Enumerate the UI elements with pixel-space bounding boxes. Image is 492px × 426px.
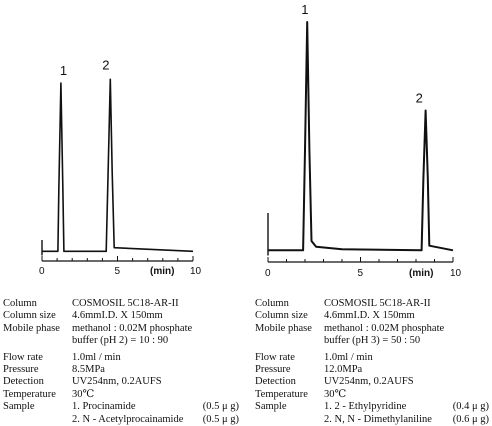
condition-label: Pressure [3,364,39,376]
condition-value: UV254nm, 0.2AUFS [324,376,414,388]
x-tick-label-10: 10 [190,266,202,277]
condition-label [255,335,324,347]
condition-label: Temperature [3,388,56,400]
condition-row: Pressure 12.0MPa [255,364,489,376]
sample-amount: (0.5 μ g) [202,413,239,425]
condition-label: Detection [3,376,44,388]
condition-row: Column COSMOSIL 5C18-AR-II [3,298,239,310]
sample-name: 2. N - Acetylprocainamide [72,413,184,425]
condition-value: 1.0ml / min [72,351,121,363]
peak-label-1: 1 [301,2,308,17]
x-tick-label-0: 0 [39,266,45,277]
sample-label: Sample [3,401,35,413]
sample-item: 1. 2 - Ethylpyridine (0.4 μ g) [324,401,489,413]
condition-row: Flow rate 1.0ml / min [255,352,489,364]
sample-name: 2. N, N - Dimethylaniline [324,413,432,425]
chromatogram-right-svg: 1 2 0 5 10 (min) [265,2,462,279]
condition-label: Detection [255,376,296,388]
condition-value: UV254nm, 0.2AUFS [72,376,162,388]
condition-row: Flow rate 1.0ml / min [3,352,239,364]
condition-label: Mobile phase [255,322,312,334]
condition-row: Column size 4.6mmI.D. X 150mm [3,310,239,322]
condition-row: buffer (pH 2) = 10 : 90 [3,335,239,347]
chromatogram-left: 1 2 0 5 10 (min) [0,0,246,290]
chromatogram-left-svg: 1 2 0 5 10 (min) [39,57,202,277]
series-line-1 [268,21,454,252]
sample-label [3,414,72,426]
condition-row: Detection UV254nm, 0.2AUFS [3,376,239,388]
condition-row: Column COSMOSIL 5C18-AR-II [255,298,489,310]
condition-label: Flow rate [255,351,295,363]
peak-label-2: 2 [102,57,109,72]
condition-value: 12.0MPa [324,364,363,376]
x-tick-label-0: 0 [265,268,271,279]
x-tick-label-5: 5 [115,266,121,277]
sample-amount: (0.4 μ g) [452,401,489,413]
condition-value: 4.6mmI.D. X 150mm [324,310,415,322]
condition-row: Detection UV254nm, 0.2AUFS [255,376,489,388]
series-line-1 [42,78,194,253]
condition-label: Flow rate [3,351,43,363]
sample-name: 1. 2 - Ethylpyridine [324,401,407,413]
condition-value: 8.5MPa [72,364,105,376]
x-axis-unit-label: (min) [150,266,174,277]
condition-label: Mobile phase [3,322,60,334]
sample-amount: (0.6 μ g) [452,413,489,425]
condition-value: 1.0ml / min [324,351,373,363]
condition-value: methanol : 0.02M phosphate [72,322,193,334]
sample-label [255,414,324,426]
sample-amount: (0.5 μ g) [202,401,239,413]
condition-label: Pressure [255,364,291,376]
sample-label: Sample [255,401,287,413]
condition-label: Temperature [255,388,308,400]
sample-row: Sample 1. Procinamide (0.5 μ g) [3,401,239,413]
condition-row: Temperature 30℃ [3,389,239,401]
sample-item: 1. Procinamide (0.5 μ g) [72,401,239,413]
condition-row: Pressure 8.5MPa [3,364,239,376]
conditions-right: Column COSMOSIL 5C18-AR-II Column size 4.6m… [255,298,489,426]
condition-row: buffer (pH 3) = 50 : 50 [255,335,489,347]
sample-item: 2. N - Acetylprocainamide (0.5 μ g) [72,414,239,426]
condition-value: methanol : 0.02M phosphate [324,322,445,334]
x-axis-unit-label: (min) [409,268,433,279]
condition-row: Temperature 30℃ [255,389,489,401]
condition-label: Column size [3,310,56,322]
conditions-left: Column COSMOSIL 5C18-AR-II Column size 4.6m… [3,298,239,426]
condition-label: Column [3,298,37,309]
condition-value: buffer (pH 3) = 50 : 50 [324,335,421,347]
condition-row: Mobile phase methanol : 0.02M phosphate [255,323,489,335]
condition-value: 30℃ [324,388,347,400]
condition-value: buffer (pH 2) = 10 : 90 [72,335,169,347]
sample-row: 2. N, N - Dimethylaniline (0.6 μ g) [255,414,489,426]
condition-label [3,335,72,347]
peak-label-1: 1 [60,63,67,78]
sample-item: 2. N, N - Dimethylaniline (0.6 μ g) [324,414,489,426]
sample-row: Sample 1. 2 - Ethylpyridine (0.4 μ g) [255,401,489,413]
peak-label-2: 2 [416,91,423,106]
chromatogram-right: 1 2 0 5 10 (min) [246,0,492,290]
condition-value: 4.6mmI.D. X 150mm [72,310,163,322]
condition-value: COSMOSIL 5C18-AR-II [72,298,179,309]
x-tick-label-5: 5 [358,268,364,279]
condition-label: Column size [255,310,308,322]
sample-name: 1. Procinamide [72,401,136,413]
condition-label: Column [255,298,289,309]
condition-row: Mobile phase methanol : 0.02M phosphate [3,323,239,335]
x-tick-label-10: 10 [450,268,462,279]
condition-value: 30℃ [72,388,95,400]
condition-row: Column size 4.6mmI.D. X 150mm [255,310,489,322]
sample-row: 2. N - Acetylprocainamide (0.5 μ g) [3,414,239,426]
condition-value: COSMOSIL 5C18-AR-II [324,298,431,309]
